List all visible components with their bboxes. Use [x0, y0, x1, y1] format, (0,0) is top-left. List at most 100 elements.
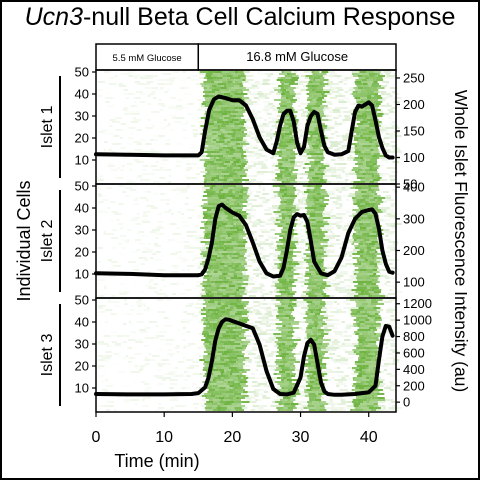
cell-activity-segment: [372, 315, 376, 317]
cell-activity-segment: [266, 333, 271, 335]
cell-activity-segment: [223, 155, 229, 157]
cell-activity-segment: [279, 239, 286, 241]
cell-activity-segment: [281, 349, 287, 351]
cell-activity-segment: [321, 119, 329, 121]
cell-activity-segment: [139, 101, 146, 103]
cell-activity-segment: [390, 363, 393, 365]
cell-activity-segment: [307, 83, 314, 85]
cell-activity-segment: [176, 143, 182, 145]
cell-activity-segment: [204, 93, 209, 95]
cell-activity-segment: [246, 205, 250, 207]
cell-activity-segment: [335, 333, 343, 335]
cell-activity-segment: [253, 97, 259, 99]
cell-activity-segment: [372, 179, 380, 181]
cell-activity-segment: [383, 299, 390, 301]
cell-activity-segment: [256, 329, 259, 331]
cell-activity-segment: [155, 251, 161, 253]
cell-activity-segment: [221, 171, 226, 173]
cell-activity-segment: [211, 305, 219, 307]
cell-activity-segment: [241, 153, 244, 155]
cell-activity-segment: [310, 165, 318, 167]
cell-activity-segment: [288, 353, 296, 355]
cell-activity-segment: [293, 107, 296, 109]
cell-activity-segment: [297, 91, 303, 93]
cell-activity-segment: [211, 215, 215, 217]
cell-activity-segment: [250, 289, 257, 291]
cell-activity-segment: [355, 221, 361, 223]
cell-activity-segment: [155, 331, 160, 333]
cell-activity-segment: [265, 341, 273, 343]
cell-activity-segment: [345, 209, 353, 211]
cell-activity-segment: [336, 195, 341, 197]
cell-activity-segment: [383, 219, 391, 221]
cell-activity-segment: [133, 119, 142, 121]
cell-activity-segment: [310, 235, 319, 237]
cell-activity-segment: [262, 303, 268, 305]
cell-activity-segment: [360, 253, 367, 255]
cell-activity-segment: [369, 239, 378, 241]
cell-activity-segment: [369, 169, 377, 171]
cell-activity-segment: [186, 235, 194, 237]
cell-activity-segment: [174, 233, 181, 235]
cell-activity-segment: [234, 203, 237, 205]
cell-activity-segment: [182, 225, 189, 227]
cell-activity-segment: [256, 179, 261, 181]
cell-activity-segment: [239, 85, 244, 87]
cell-activity-segment: [265, 131, 272, 133]
cell-activity-segment: [376, 321, 380, 323]
cell-activity-segment: [367, 249, 374, 251]
cell-activity-segment: [305, 75, 313, 77]
cell-activity-segment: [346, 199, 349, 201]
cell-activity-segment: [312, 247, 320, 249]
cell-activity-segment: [223, 111, 232, 113]
cell-activity-segment: [212, 165, 219, 167]
cell-activity-segment: [322, 325, 327, 327]
cell-activity-segment: [306, 355, 312, 357]
cell-activity-segment: [267, 75, 272, 77]
cell-activity-segment: [204, 179, 208, 181]
cell-activity-segment: [248, 277, 254, 279]
cell-activity-segment: [354, 363, 358, 365]
cell-activity-segment: [347, 239, 354, 241]
cell-activity-segment: [233, 121, 237, 123]
cell-activity-segment: [251, 259, 256, 261]
cell-activity-segment: [252, 233, 255, 235]
cell-activity-segment: [273, 195, 279, 197]
cell-activity-segment: [105, 87, 110, 89]
cell-activity-segment: [389, 217, 394, 219]
cell-activity-segment: [103, 233, 111, 235]
cell-activity-segment: [275, 93, 281, 95]
cell-activity-segment: [390, 141, 396, 143]
cell-activity-segment: [384, 81, 389, 83]
cell-activity-segment: [326, 181, 332, 183]
cell-activity-segment: [278, 365, 285, 367]
cell-activity-segment: [226, 287, 232, 289]
cell-activity-segment: [290, 235, 294, 237]
cell-activity-segment: [183, 175, 188, 177]
cell-activity-segment: [307, 223, 316, 225]
cell-activity-segment: [369, 261, 375, 263]
cell-activity-segment: [208, 325, 213, 327]
cell-activity-segment: [198, 77, 204, 79]
cell-activity-segment: [141, 221, 149, 223]
cell-activity-segment: [234, 291, 238, 293]
cell-activity-segment: [273, 259, 280, 261]
cell-activity-segment: [282, 91, 287, 93]
cell-activity-segment: [248, 311, 253, 313]
cell-activity-segment: [299, 351, 304, 353]
cell-activity-segment: [120, 235, 127, 237]
cell-activity-segment: [240, 77, 247, 79]
cell-activity-segment: [374, 353, 378, 355]
cell-activity-segment: [217, 173, 222, 175]
cell-activity-segment: [168, 211, 171, 213]
cell-activity-segment: [234, 269, 241, 271]
cell-activity-segment: [201, 257, 207, 259]
cell-activity-segment: [282, 351, 287, 353]
cell-activity-segment: [211, 83, 218, 85]
cell-activity-segment: [312, 181, 319, 183]
cell-activity-segment: [206, 221, 209, 223]
cell-activity-segment: [367, 79, 373, 81]
cell-activity-segment: [352, 249, 360, 251]
cell-activity-segment: [137, 83, 144, 85]
cell-activity-segment: [352, 237, 356, 239]
